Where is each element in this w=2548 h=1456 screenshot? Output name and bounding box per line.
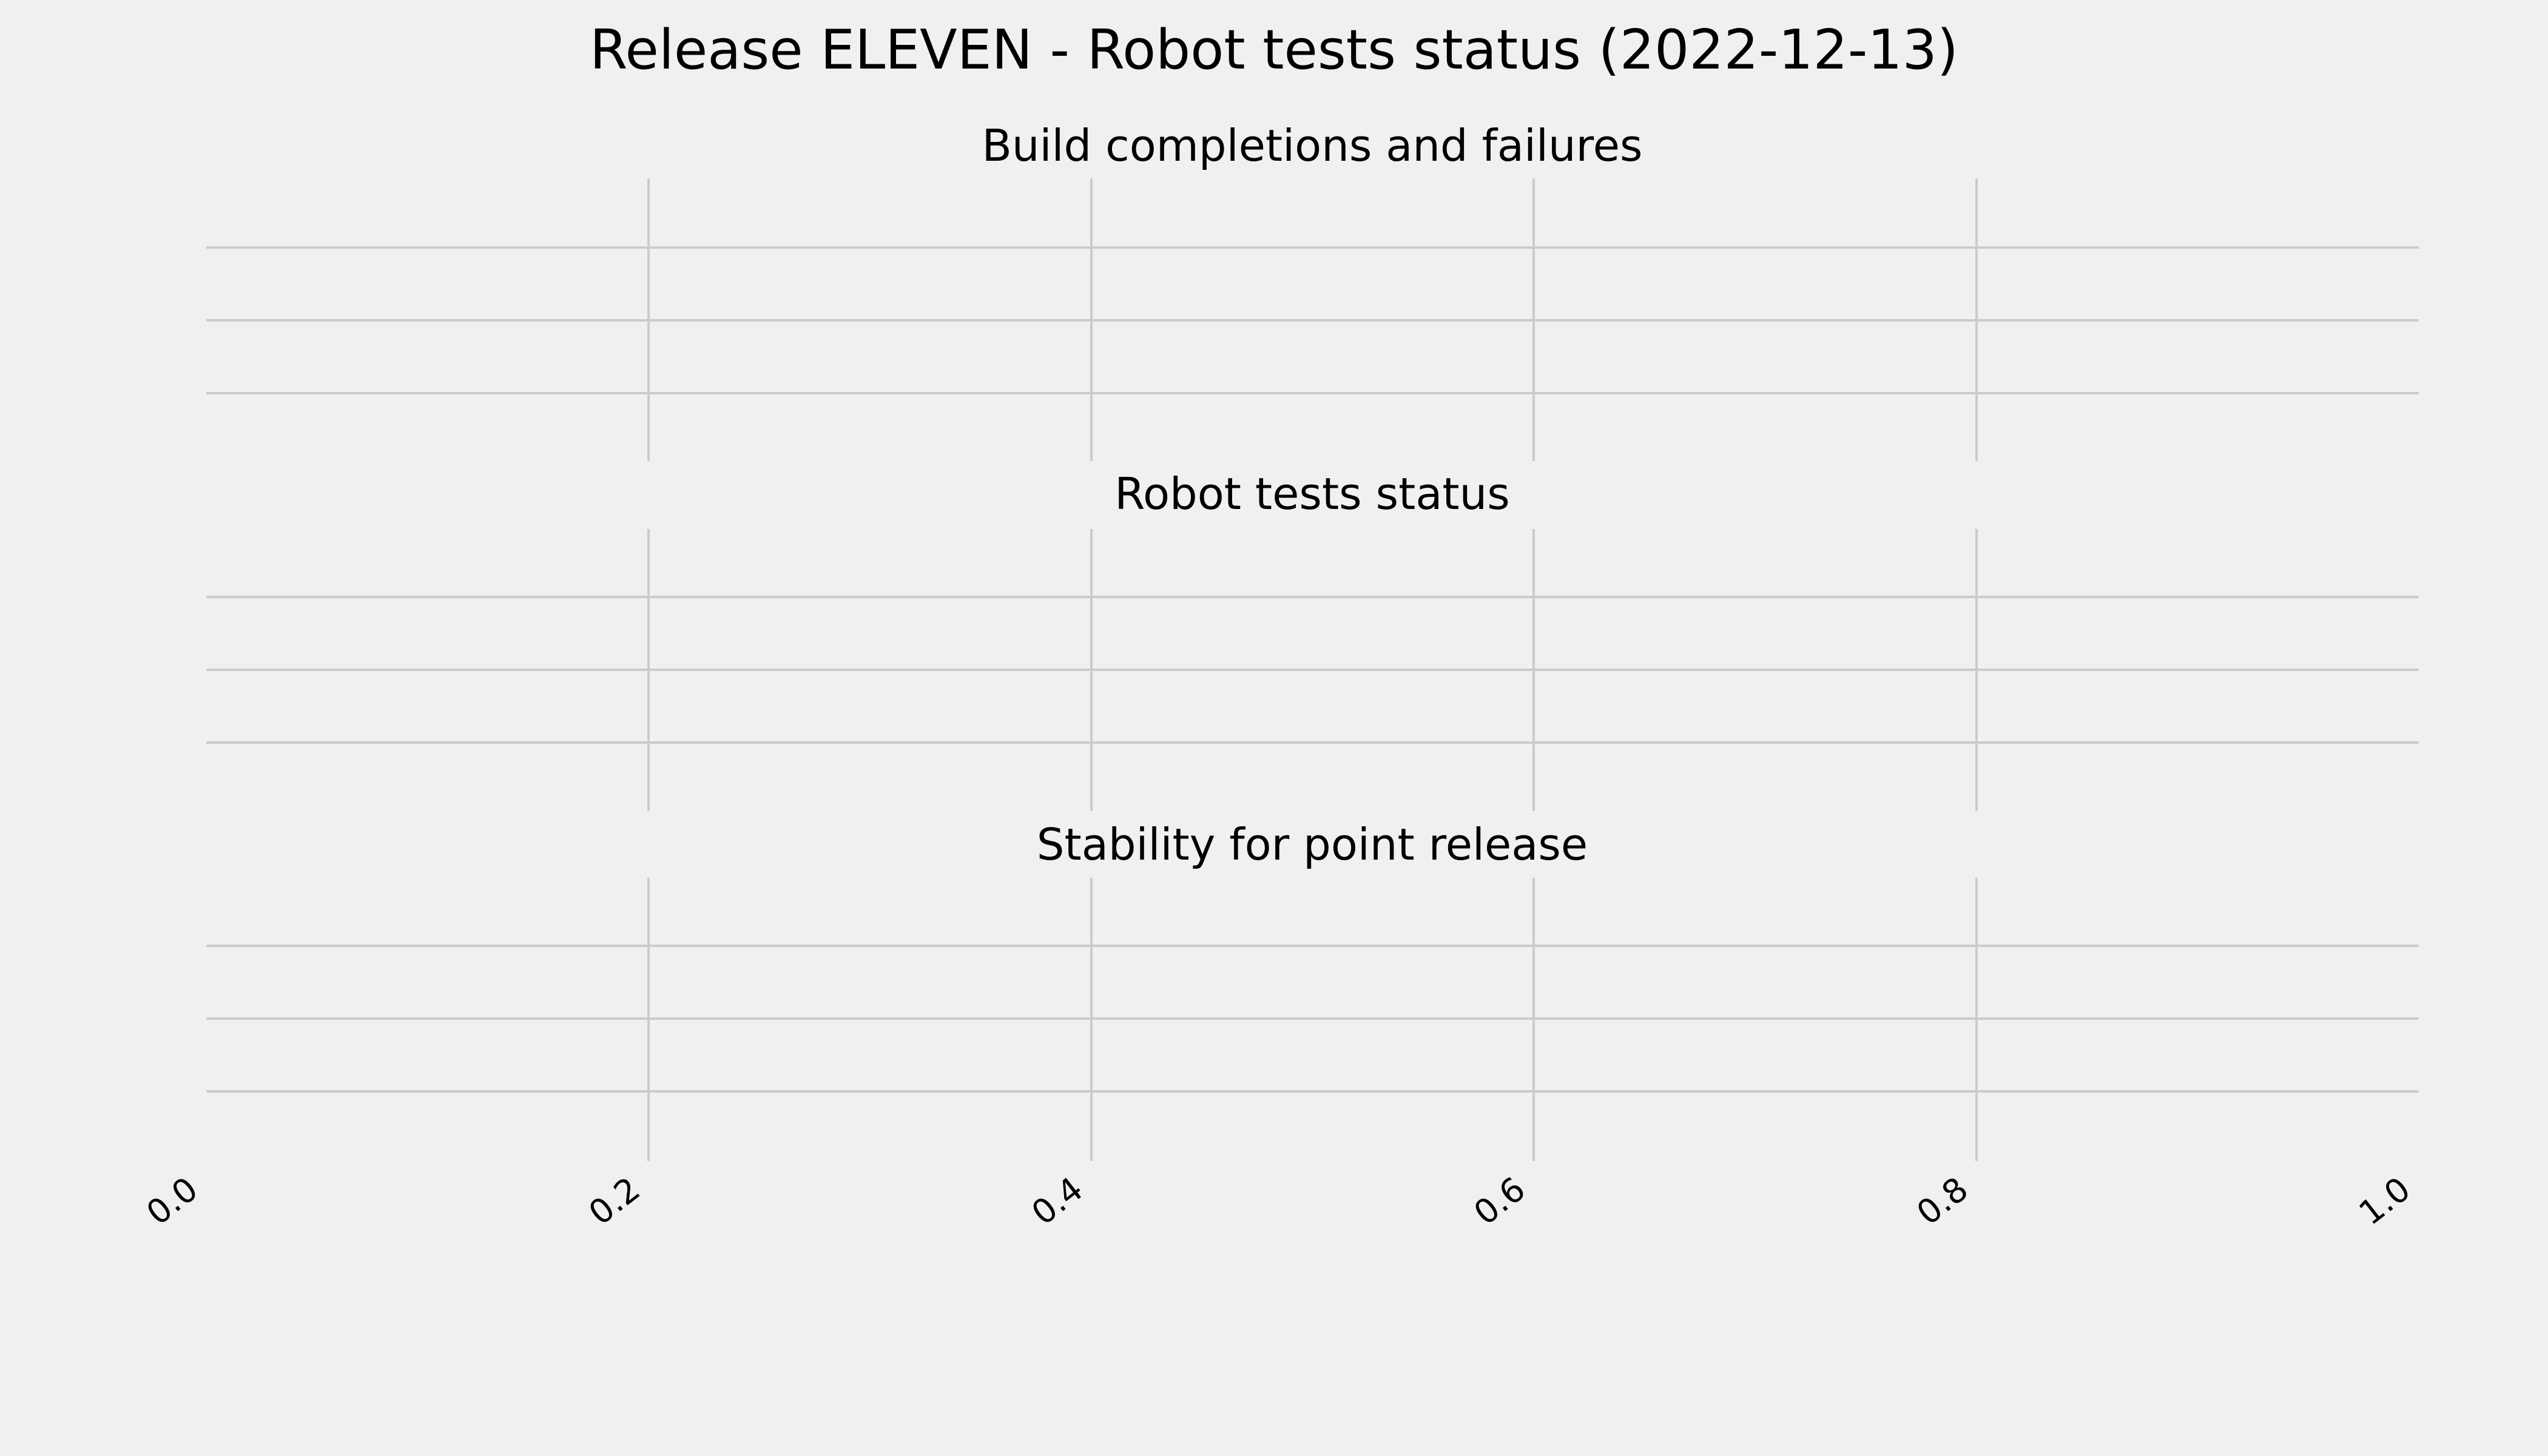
- x-tick-label: 0.2: [581, 1169, 647, 1233]
- x-tick-label: 0.8: [1909, 1169, 1975, 1233]
- v-gridline: [1090, 178, 1093, 461]
- h-gridline: [206, 392, 2419, 394]
- v-gridline: [1975, 878, 1978, 1161]
- h-gridline: [206, 945, 2419, 947]
- x-tick-label: 0.4: [1024, 1169, 1090, 1233]
- v-gridline: [647, 178, 650, 461]
- h-gridline: [206, 1017, 2419, 1020]
- subplot-title-robot-tests-status: Robot tests status: [1114, 468, 1510, 519]
- v-gridline: [647, 878, 650, 1161]
- h-gridline: [206, 596, 2419, 598]
- v-gridline: [1532, 178, 1535, 461]
- h-gridline: [206, 741, 2419, 744]
- h-gridline: [206, 319, 2419, 322]
- subplot-title-build-completions: Build completions and failures: [982, 120, 1643, 171]
- v-gridline: [1532, 878, 1535, 1161]
- figure-title: Release ELEVEN - Robot tests status (202…: [590, 18, 1958, 82]
- subplot-title-stability-point-release: Stability for point release: [1036, 819, 1588, 870]
- v-gridline: [1090, 529, 1093, 811]
- v-gridline: [647, 529, 650, 811]
- h-gridline: [206, 246, 2419, 249]
- v-gridline: [1532, 529, 1535, 811]
- x-tick-label: 1.0: [2351, 1169, 2418, 1233]
- v-gridline: [1975, 529, 1978, 811]
- h-gridline: [206, 1090, 2419, 1093]
- x-tick-label: 0.0: [139, 1169, 205, 1233]
- v-gridline: [1090, 878, 1093, 1161]
- h-gridline: [206, 669, 2419, 671]
- x-tick-label: 0.6: [1466, 1169, 1532, 1233]
- v-gridline: [1975, 178, 1978, 461]
